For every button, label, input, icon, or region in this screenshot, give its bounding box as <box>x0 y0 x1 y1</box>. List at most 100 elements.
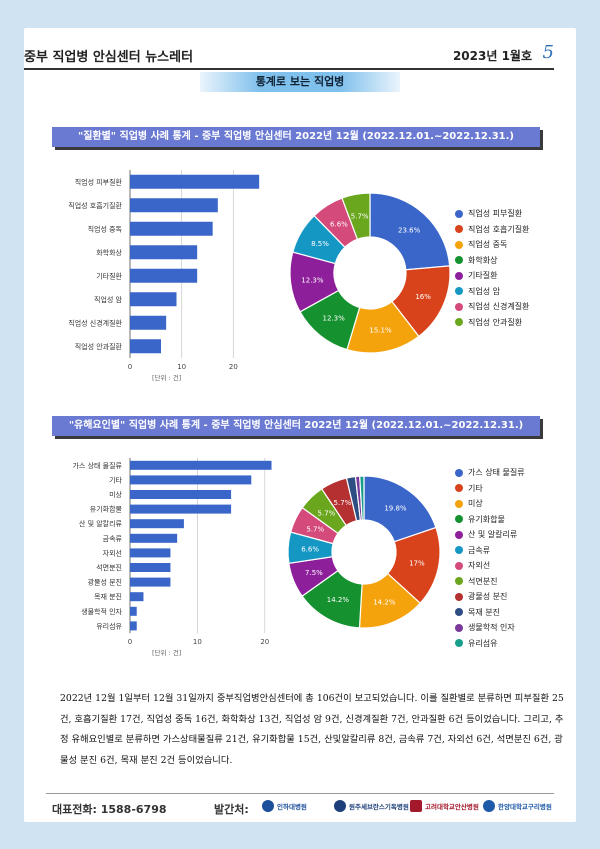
factor-category-label: 미상 <box>109 490 122 499</box>
factor-category-label: 산 및 알칼리류 <box>79 519 123 528</box>
factor-category-label: 유기화합물 <box>90 505 123 514</box>
factor-slice-label: 5.7% <box>318 510 336 518</box>
disease-bar <box>130 221 213 236</box>
factor-legend-label: 미상 <box>468 499 483 509</box>
disease-bar <box>130 174 260 189</box>
factor-slice-label: 7.5% <box>305 569 323 577</box>
disease-category-label: 기타질환 <box>96 271 122 280</box>
factor-category-label: 유리섬유 <box>96 621 122 630</box>
factor-legend-item: 미상 <box>455 496 525 512</box>
factor-legend-item: 자외선 <box>455 558 525 574</box>
factor-legend-swatch <box>455 499 463 508</box>
disease-category-label: 직업성 암 <box>94 295 123 304</box>
factor-legend-swatch <box>455 484 463 493</box>
factor-slice-label: 14.2% <box>327 596 350 604</box>
factor-legend-item: 산 및 알칼리류 <box>455 527 525 543</box>
factor-legend-swatch <box>455 623 463 632</box>
factor-bar <box>130 563 171 572</box>
factor-slice-label: 14.2% <box>373 599 396 607</box>
disease-slice <box>341 192 371 241</box>
factor-category-label: 기타 <box>109 475 122 484</box>
disease-legend-item: 직업성 신경계질환 <box>455 299 529 315</box>
disease-bar <box>130 339 161 354</box>
section-tag: 통계로 보는 직업병 <box>200 72 400 92</box>
factor-slice-label: 17% <box>409 560 425 568</box>
disease-legend-item: 직업성 암 <box>455 284 529 300</box>
disease-legend-label: 직업성 중독 <box>468 240 508 250</box>
disease-legend-swatch <box>455 256 463 265</box>
factor-legend-swatch <box>455 577 463 586</box>
disease-legend-label: 직업성 피부질환 <box>468 209 523 219</box>
disease-slice-label: 5.7% <box>351 212 369 220</box>
factor-legend-label: 자외선 <box>468 561 491 571</box>
disease-legend-item: 직업성 안과질환 <box>455 315 529 331</box>
factor-legend-label: 석면분진 <box>468 576 498 586</box>
factor-bar <box>130 606 137 616</box>
factor-pie-chart: 19.8% 17% 14.2% 14.2% 7.5% 6.6% 5.7% 5.7% 5.7% <box>287 475 441 629</box>
factor-bar <box>130 621 137 631</box>
factor-bar <box>130 490 232 499</box>
disease-legend-label: 직업성 신경계질환 <box>468 302 530 312</box>
factor-legend-label: 산 및 알칼리류 <box>468 530 518 540</box>
disease-slice-label: 6.6% <box>330 221 348 229</box>
disease-slice-label: 8.5% <box>311 240 329 248</box>
factor-bar <box>130 475 252 485</box>
factor-bar <box>130 548 171 558</box>
factor-legend-swatch <box>455 639 463 648</box>
factor-slice <box>359 475 365 521</box>
factor-legend-swatch <box>455 515 463 524</box>
logo-wonju: 원주세브란스기독병원 <box>334 800 409 812</box>
disease-category-label: 직업성 중독 <box>88 224 123 233</box>
factor-legend-label: 생물학적 인자 <box>468 623 515 633</box>
disease-legend-swatch <box>455 225 463 234</box>
disease-category-label: 직업성 안과질환 <box>75 342 123 351</box>
factor-legend-swatch <box>455 592 463 601</box>
factor-bar <box>130 519 184 529</box>
disease-legend-swatch <box>455 240 463 249</box>
factor-legend-swatch <box>455 530 463 539</box>
newsletter-title: 중부 직업병 안심센터 뉴스레터 <box>24 50 194 65</box>
factor-x-tick: 10 <box>193 638 202 646</box>
factor-legend-label: 목재 분진 <box>468 607 500 617</box>
factor-legend-swatch <box>455 608 463 617</box>
disease-slice-label: 15.1% <box>369 327 392 335</box>
disease-legend-item: 기타질환 <box>455 268 529 284</box>
factor-legend-item: 금속류 <box>455 543 525 559</box>
factor-bar <box>130 592 144 602</box>
disease-legend-label: 직업성 호흡기질환 <box>468 224 530 234</box>
factor-category-label: 광물성 분진 <box>88 578 122 587</box>
factor-category-label: 생물학적 인자 <box>81 607 122 616</box>
hanyang-logo-icon <box>483 800 495 812</box>
factor-category-label: 금속류 <box>103 535 123 543</box>
factor-bar <box>130 504 232 514</box>
disease-slice <box>369 192 451 271</box>
factor-legend-item: 생물학적 인자 <box>455 620 525 636</box>
disease-x-tick: 0 <box>128 363 132 371</box>
disease-legend-item: 화학화상 <box>455 253 529 269</box>
factor-legend-swatch <box>455 561 463 570</box>
newsletter-header: 중부 직업병 안심센터 뉴스레터 2023년 1월호 5 <box>24 42 554 70</box>
factor-slice <box>363 475 437 543</box>
korea-logo-icon <box>410 800 422 812</box>
chart1-banner: "질환별" 직업병 사례 통계 - 중부 직업병 안심센터 2022년 12월 … <box>52 127 540 147</box>
disease-x-tick: 20 <box>229 363 238 371</box>
issue-date: 2023년 1월호 <box>452 49 532 63</box>
disease-bar <box>130 292 177 307</box>
factor-bar <box>130 533 178 543</box>
disease-legend-label: 직업성 안과질환 <box>468 317 523 327</box>
disease-bar <box>130 245 198 260</box>
disease-legend-label: 직업성 암 <box>468 286 500 296</box>
factor-legend-label: 기타 <box>468 483 483 493</box>
factor-legend-item: 유기화합물 <box>455 512 525 528</box>
disease-x-tick: 10 <box>177 363 186 371</box>
disease-category-label: 직업성 호흡기질환 <box>68 201 122 210</box>
disease-legend-label: 기타질환 <box>468 271 498 281</box>
factor-legend-item: 가스 상태 물질류 <box>455 465 525 481</box>
factor-slice-label: 6.6% <box>301 545 319 553</box>
disease-unit-label: [단위 : 건] <box>152 373 181 382</box>
disease-legend-swatch <box>455 318 463 327</box>
factor-x-tick: 0 <box>128 638 132 646</box>
factor-legend-swatch <box>455 468 463 477</box>
disease-pie-chart: 23.6% 16% 15.1% 12.3% 12.3% 8.5% 6.6%5.7% <box>289 192 451 354</box>
